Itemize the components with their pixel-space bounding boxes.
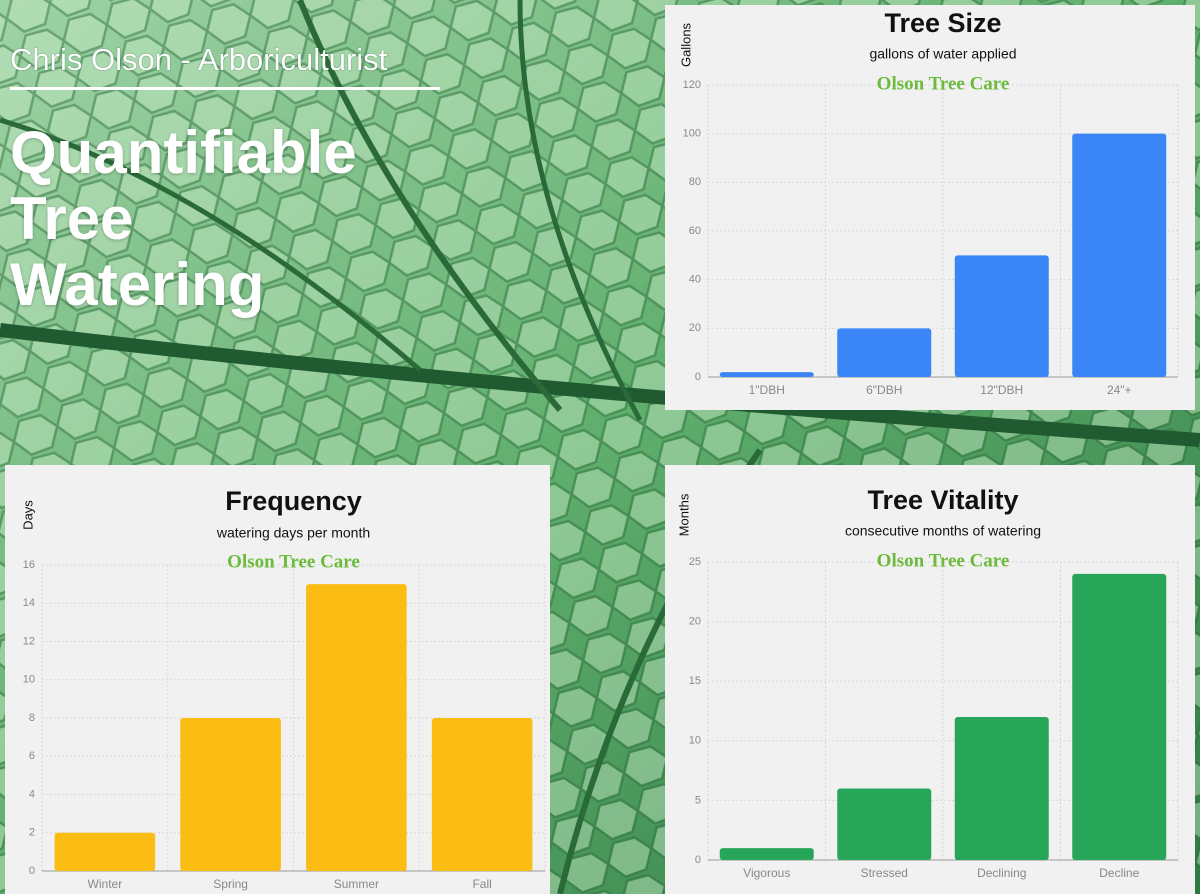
y-tick-label: 14	[23, 597, 35, 609]
title-line: Quantifiable	[10, 119, 357, 186]
title-line: Watering	[10, 251, 265, 318]
y-tick-label: 0	[695, 371, 701, 383]
y-tick-label: 8	[29, 712, 35, 724]
title-rule	[10, 87, 440, 90]
bar	[54, 832, 156, 871]
y-tick-label: 60	[689, 225, 701, 237]
bar	[719, 372, 814, 377]
bar	[837, 328, 932, 377]
y-tick-label: 20	[689, 322, 701, 334]
bar	[180, 718, 281, 871]
chart-subtitle: consecutive months of watering	[845, 523, 1041, 539]
x-tick-label: Summer	[334, 877, 379, 891]
chart-annotation: Olson Tree Care	[877, 73, 1010, 94]
y-axis-label: Gallons	[678, 22, 693, 67]
x-tick-label: 6"DBH	[866, 383, 902, 397]
x-tick-label: Fall	[472, 877, 491, 891]
y-tick-label: 20	[689, 616, 701, 628]
bar	[1072, 133, 1167, 377]
bar	[431, 718, 533, 871]
chart-title: Tree Vitality	[867, 485, 1018, 515]
chart: Tree Size gallons of water applied Gallons…	[678, 8, 1179, 397]
chart-title: Frequency	[225, 486, 362, 516]
x-tick-label: Winter	[88, 877, 123, 891]
y-tick-label: 4	[29, 788, 35, 800]
y-tick-label: 2	[29, 827, 35, 839]
y-tick-label: 40	[689, 274, 701, 286]
y-tick-label: 16	[23, 559, 35, 571]
x-tick-label: Vigorous	[743, 866, 790, 880]
x-tick-label: 1"DBH	[749, 383, 785, 397]
y-tick-label: 80	[689, 176, 701, 188]
y-tick-label: 12	[23, 635, 35, 647]
bar	[954, 255, 1049, 377]
chart-subtitle: gallons of water applied	[869, 46, 1016, 62]
chart-annotation: Olson Tree Care	[877, 550, 1010, 571]
chart-panel: Frequency watering days per month Days 0 2 4 6…	[5, 465, 550, 894]
y-tick-label: 15	[689, 675, 701, 687]
x-tick-label: Spring	[213, 877, 248, 891]
bar	[306, 584, 407, 871]
bar	[719, 848, 814, 860]
chart-panel: Tree Size gallons of water applied Gallons…	[665, 5, 1195, 410]
y-tick-label: 120	[683, 79, 701, 91]
y-axis-label: Months	[676, 493, 691, 536]
bar	[1072, 573, 1167, 860]
chart-subtitle: watering days per month	[216, 525, 370, 541]
author: Chris Olson - Arboriculturist	[10, 42, 388, 77]
x-tick-label: Declining	[977, 866, 1026, 880]
chart-panel: Tree Vitality consecutive months of water…	[665, 465, 1195, 894]
x-tick-label: Decline	[1099, 866, 1139, 880]
y-tick-label: 25	[689, 556, 701, 568]
x-tick-label: 12"DBH	[980, 383, 1023, 397]
y-tick-label: 6	[29, 750, 35, 762]
chart: Frequency watering days per month Days 0 2 4 6…	[20, 486, 546, 891]
y-tick-label: 5	[695, 794, 701, 806]
bar	[837, 788, 932, 860]
x-tick-label: 24"+	[1107, 383, 1132, 397]
chart: Tree Vitality consecutive months of water…	[676, 485, 1179, 880]
y-tick-label: 10	[689, 735, 701, 747]
y-tick-label: 0	[29, 865, 35, 877]
chart-annotation: Olson Tree Care	[227, 551, 360, 572]
x-tick-label: Stressed	[861, 866, 908, 880]
bar	[954, 716, 1049, 860]
chart-title: Tree Size	[884, 8, 1001, 38]
y-tick-label: 100	[683, 128, 701, 140]
y-tick-label: 10	[23, 674, 35, 686]
title-line: Tree	[10, 185, 134, 252]
y-tick-label: 0	[695, 854, 701, 866]
y-axis-label: Days	[20, 500, 35, 530]
